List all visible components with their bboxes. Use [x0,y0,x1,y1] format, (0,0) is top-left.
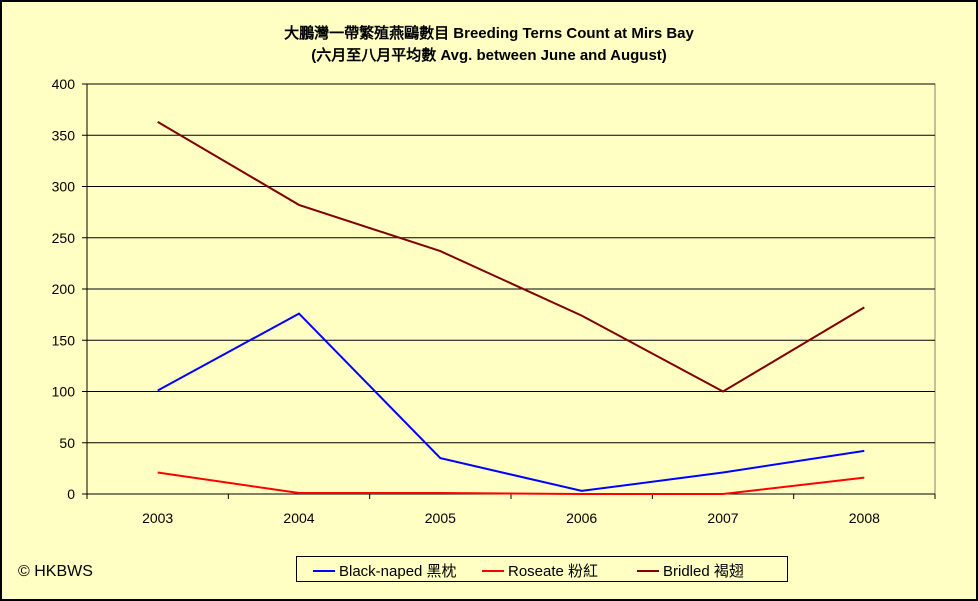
y-tick-label: 0 [67,486,75,502]
legend-label: Roseate 粉紅 [508,563,599,580]
y-tick-label: 400 [52,76,76,92]
x-tick-label: 2005 [425,510,456,526]
axes: 0 50 100 150 200 250 300 350 400 2003 2004 2005 2006… [52,76,936,526]
legend: Black-naped 黑枕 Roseate 粉紅 Bridled 褐翅 [296,556,788,582]
y-tick-label: 350 [52,127,76,143]
copyright-text: © HKBWS [18,563,93,580]
series-lines [157,121,865,495]
series-line-1 [157,471,865,495]
x-tick-label: 2008 [849,510,880,526]
x-tick-label: 2006 [566,510,597,526]
y-tick-label: 100 [52,384,76,400]
x-tick-label: 2007 [707,510,738,526]
y-tick-label: 200 [52,281,76,297]
legend-label: Bridled 褐翅 [663,563,744,580]
chart-title: 大鵬灣一帶繁殖燕鷗數目 Breeding Terns Count at Mirs… [284,25,694,42]
x-tick-label: 2003 [142,510,173,526]
legend-item-black-naped: Black-naped 黑枕 [313,560,457,581]
y-tick-label: 250 [52,230,76,246]
legend-swatch [313,569,335,572]
series-line-2 [157,121,865,393]
legend-item-bridled: Bridled 褐翅 [637,560,744,581]
gridlines [86,83,936,495]
y-tick-label: 50 [59,435,75,451]
legend-swatch [482,569,504,572]
y-tick-label: 300 [52,179,76,195]
legend-item-roseate: Roseate 粉紅 [482,560,598,581]
series-line-0 [157,312,865,492]
legend-swatch [637,569,659,572]
legend-label: Black-naped 黑枕 [339,563,457,580]
chart-subtitle: (六月至八月平均數 Avg. between June and August) [311,47,667,64]
y-tick-label: 150 [52,332,76,348]
x-tick-label: 2004 [283,510,314,526]
